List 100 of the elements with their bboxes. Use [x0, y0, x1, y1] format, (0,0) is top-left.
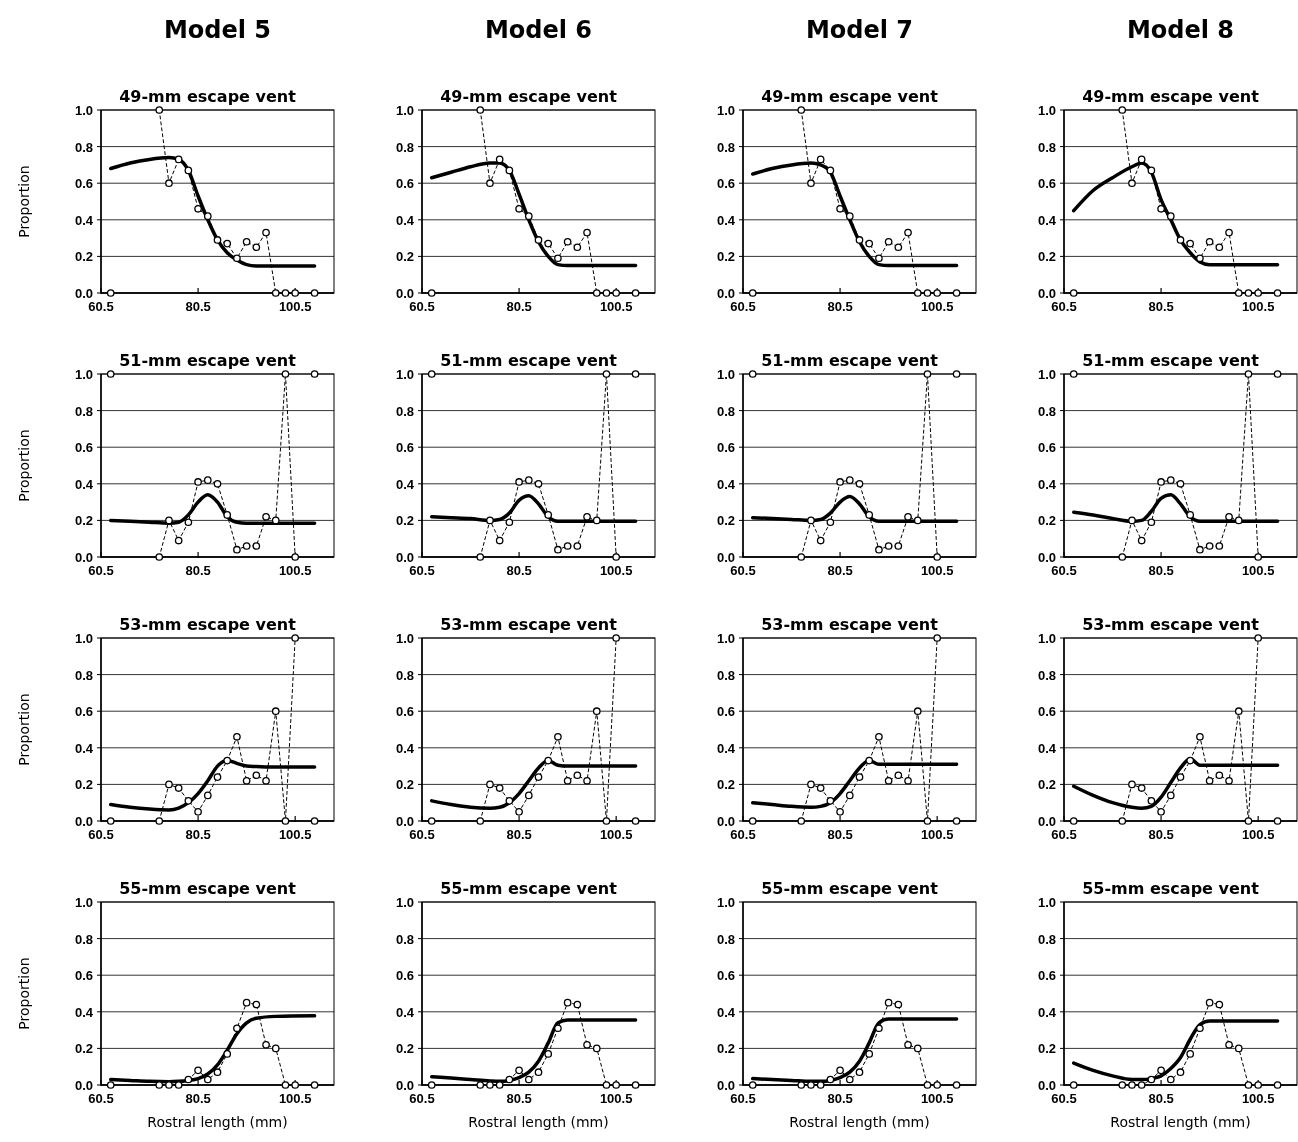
x-axis-title: Rostral length (mm): [147, 1114, 288, 1130]
chart-title: 53-mm escape vent: [440, 615, 618, 634]
point: [495, 784, 504, 792]
point: [573, 542, 582, 550]
y-tick-label: 0.4: [716, 740, 736, 756]
point: [836, 808, 844, 816]
point: [106, 1081, 115, 1089]
point: [223, 1050, 232, 1058]
point: [816, 155, 825, 164]
point: [826, 1075, 835, 1084]
chart-title: 51-mm escape vent: [119, 351, 297, 370]
y-tick-label: 1.0: [74, 895, 93, 910]
point: [855, 479, 864, 488]
point: [612, 634, 621, 642]
x-tick-label: 80.5: [827, 563, 853, 578]
point: [894, 542, 903, 550]
x-tick-label: 60.5: [730, 563, 756, 578]
point: [807, 516, 815, 525]
point: [174, 1081, 183, 1089]
point: [1128, 780, 1136, 789]
point: [486, 1081, 494, 1089]
point: [281, 289, 290, 297]
point: [904, 1040, 912, 1049]
point: [1254, 553, 1263, 561]
point: [213, 236, 222, 244]
chart-title: 53-mm escape vent: [119, 615, 297, 634]
point: [592, 1044, 601, 1053]
point: [1128, 516, 1136, 525]
point: [894, 771, 903, 780]
point: [923, 289, 932, 297]
y-tick-label: 0.2: [716, 513, 735, 529]
point: [563, 237, 572, 246]
point: [1196, 545, 1204, 554]
point: [524, 1075, 533, 1084]
point: [203, 476, 212, 484]
y-tick-label: 0.2: [1037, 777, 1056, 793]
chart-title: Model 6: [484, 16, 593, 44]
y-tick-label: 1.0: [395, 895, 414, 910]
x-tick-label: 100.5: [920, 563, 954, 578]
point: [242, 542, 251, 550]
point: [262, 228, 270, 237]
point: [155, 1081, 164, 1089]
point: [1234, 1044, 1243, 1053]
x-axis-title: Rostral length (mm): [1110, 1114, 1251, 1130]
point: [242, 998, 251, 1007]
point: [845, 791, 854, 800]
point: [427, 289, 436, 297]
point: [203, 212, 212, 220]
y-tick-label: 0.2: [716, 249, 735, 265]
point: [554, 545, 562, 554]
y-tick-label: 0.8: [395, 139, 414, 155]
y-tick-label: 0.4: [1037, 212, 1057, 228]
y-tick-label: 0.8: [395, 403, 414, 419]
point: [1186, 756, 1195, 765]
x-tick-label: 80.5: [1148, 1091, 1174, 1106]
point: [233, 254, 241, 263]
point: [184, 166, 193, 175]
point: [223, 756, 232, 765]
point: [223, 239, 232, 248]
point: [515, 808, 523, 816]
point: [1273, 1081, 1282, 1089]
x-tick-label: 100.5: [599, 1091, 633, 1106]
point: [884, 542, 893, 550]
point: [884, 237, 893, 246]
point: [1128, 179, 1136, 188]
point: [1186, 511, 1195, 519]
point: [573, 243, 582, 252]
point: [233, 732, 241, 741]
point: [913, 1044, 922, 1053]
point: [155, 817, 164, 825]
y-tick-label: 0.8: [1037, 667, 1056, 683]
y-tick-label: 0.8: [716, 667, 735, 683]
y-tick-label: 0.0: [395, 550, 414, 565]
point: [534, 1068, 543, 1077]
point: [1118, 817, 1127, 825]
y-tick-label: 0.6: [74, 176, 93, 192]
point: [310, 1081, 319, 1089]
y-tick-label: 0.2: [1037, 1041, 1056, 1057]
point: [1196, 1024, 1204, 1033]
point: [1215, 771, 1224, 780]
point: [1234, 707, 1243, 716]
point: [1215, 243, 1224, 252]
point: [563, 776, 572, 785]
y-tick-label: 1.0: [1037, 367, 1056, 382]
point: [174, 784, 183, 792]
y-tick-label: 0.0: [395, 286, 414, 301]
point: [845, 212, 854, 220]
point: [291, 1081, 300, 1089]
point: [748, 289, 757, 297]
y-tick-label: 0.4: [716, 1004, 736, 1020]
x-tick-label: 80.5: [185, 563, 211, 578]
chart-title: Model 7: [805, 16, 914, 44]
y-tick-label: 0.4: [74, 1004, 94, 1020]
point: [855, 1068, 864, 1077]
y-tick-label: 0.8: [74, 403, 93, 419]
point: [310, 817, 319, 825]
x-tick-label: 100.5: [599, 299, 633, 314]
chart-title: 53-mm escape vent: [1082, 615, 1260, 634]
y-tick-label: 0.4: [1037, 476, 1057, 492]
x-tick-label: 60.5: [1051, 299, 1077, 314]
